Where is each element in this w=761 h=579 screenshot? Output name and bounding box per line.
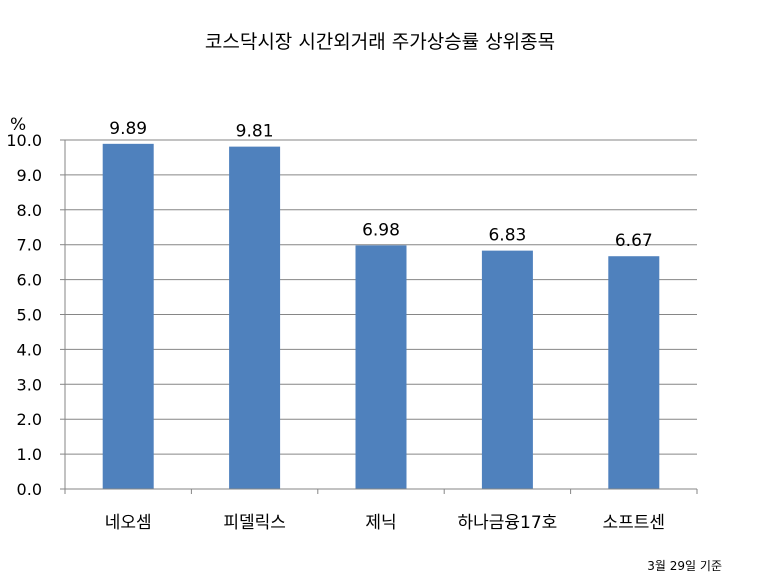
chart-title: 코스닥시장 시간외거래 주가상승률 상위종목 — [205, 31, 555, 53]
data-label: 9.89 — [109, 119, 147, 139]
y-axis-unit: % — [10, 115, 26, 135]
category-label: 네오셈 — [105, 513, 152, 533]
data-label: 6.67 — [615, 231, 653, 251]
category-label: 피델릭스 — [223, 513, 286, 533]
y-tick-label: 10.0 — [6, 131, 42, 150]
y-tick-label: 2.0 — [17, 410, 42, 429]
category-label: 제닉 — [365, 513, 396, 533]
y-tick-label: 5.0 — [17, 306, 42, 325]
bar — [355, 245, 407, 489]
y-tick-label: 8.0 — [17, 201, 42, 220]
bars — [102, 143, 660, 490]
y-tick-label: 3.0 — [17, 375, 42, 394]
data-label: 9.81 — [236, 122, 274, 142]
y-tick-label: 9.0 — [17, 166, 42, 185]
y-axis-ticks: 0.0 1.0 2.0 3.0 4.0 5.0 6.0 7.0 8.0 9.0 10.0 — [6, 131, 65, 499]
y-tick-label: 1.0 — [17, 445, 42, 464]
category-label: 하나금융17호 — [457, 513, 557, 533]
y-tick-label: 4.0 — [17, 340, 42, 359]
data-labels: 9.89 9.81 6.98 6.83 6.67 — [109, 119, 652, 251]
data-label: 6.83 — [488, 226, 526, 246]
bar — [229, 146, 281, 490]
bar — [102, 143, 154, 490]
bar — [608, 256, 660, 489]
y-tick-label: 6.0 — [17, 271, 42, 290]
category-label: 소프트센 — [603, 513, 666, 533]
y-tick-label: 7.0 — [17, 236, 42, 255]
y-tick-label: 0.0 — [17, 480, 42, 499]
axes — [64, 140, 698, 494]
date-note: 3월 29일 기준 — [647, 559, 722, 573]
data-label: 6.98 — [362, 220, 400, 240]
x-axis-categories: 네오셈 피델릭스 제닉 하나금융17호 소프트센 — [105, 513, 665, 533]
bar — [481, 250, 533, 489]
